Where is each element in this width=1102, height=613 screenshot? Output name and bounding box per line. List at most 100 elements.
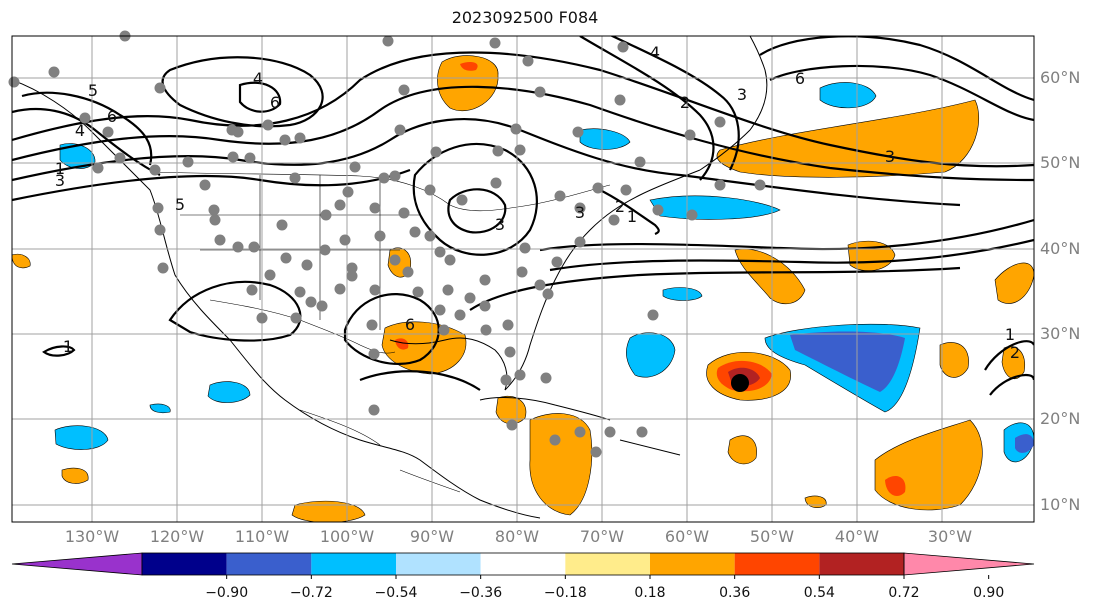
lon-label-60w: 60°W bbox=[665, 527, 709, 546]
station-dot bbox=[572, 126, 584, 138]
station-dot bbox=[617, 41, 629, 53]
colorbar-swatch bbox=[226, 553, 312, 575]
station-dot bbox=[182, 156, 194, 168]
contour-label: 3 bbox=[885, 147, 895, 166]
station-dot bbox=[514, 144, 526, 156]
station-dot bbox=[334, 199, 346, 211]
station-dot bbox=[409, 226, 421, 238]
station-dot bbox=[516, 266, 528, 278]
station-dot bbox=[412, 286, 424, 298]
station-dot bbox=[157, 262, 169, 274]
station-dot bbox=[492, 145, 504, 157]
storm-center-marker bbox=[731, 374, 749, 392]
station-dot bbox=[48, 66, 60, 78]
station-dot bbox=[636, 426, 648, 438]
station-dot bbox=[152, 202, 164, 214]
station-dot bbox=[574, 202, 586, 214]
contour-label: 3 bbox=[495, 215, 505, 234]
station-dot bbox=[208, 204, 220, 216]
station-dot bbox=[502, 319, 514, 331]
colorbar-swatch bbox=[819, 553, 904, 575]
colorbar: −0.90 −0.72 −0.54 −0.36 −0.18 0.18 0.36 0.54 0.7… bbox=[11, 552, 1035, 601]
colorbar-tick-label: 0.18 bbox=[634, 585, 665, 601]
station-dot bbox=[246, 284, 258, 296]
station-dot bbox=[402, 266, 414, 278]
station-dot bbox=[614, 94, 626, 106]
station-dot bbox=[608, 214, 620, 226]
station-dot bbox=[514, 369, 526, 381]
contour-label: 6 bbox=[270, 93, 280, 112]
station-dot bbox=[506, 419, 518, 431]
station-dot bbox=[339, 234, 351, 246]
map-title: 2023092500 F084 bbox=[451, 8, 599, 27]
station-dot bbox=[227, 151, 239, 163]
colorbar-tick-label: 0.90 bbox=[973, 585, 1004, 601]
contour-label: 4 bbox=[253, 69, 263, 88]
lat-label-20n: 20°N bbox=[1040, 409, 1080, 428]
station-dot bbox=[574, 236, 586, 248]
colorbar-swatch bbox=[480, 553, 566, 575]
station-dot bbox=[248, 241, 260, 253]
longitude-labels: 130°W 120°W 110°W 100°W 90°W 80°W 70°W 6… bbox=[65, 527, 972, 546]
lat-label-50n: 50°N bbox=[1040, 153, 1080, 172]
station-dot bbox=[424, 184, 436, 196]
station-dot bbox=[102, 126, 114, 138]
station-dot bbox=[590, 446, 602, 458]
station-dot bbox=[114, 152, 126, 164]
station-dot bbox=[334, 283, 346, 295]
station-dot bbox=[232, 241, 244, 253]
station-dot bbox=[79, 112, 91, 124]
lon-label-90w: 90°W bbox=[410, 527, 454, 546]
map-background bbox=[12, 36, 1034, 522]
colorbar-swatch bbox=[565, 553, 650, 575]
contour-label: 4 bbox=[75, 121, 85, 140]
station-dot bbox=[442, 284, 454, 296]
station-dot bbox=[209, 214, 221, 226]
map-frame bbox=[11, 35, 1035, 523]
lat-label-60n: 60°N bbox=[1040, 68, 1080, 87]
contour-label: 3 bbox=[55, 171, 65, 190]
station-dot bbox=[480, 324, 492, 336]
colorbar-extend-low bbox=[11, 552, 143, 576]
colorbar-swatch bbox=[396, 553, 481, 575]
colorbar-tick-label: 0.72 bbox=[888, 585, 919, 601]
colorbar-tick-label: −0.18 bbox=[544, 585, 587, 601]
station-dot bbox=[454, 309, 466, 321]
station-dot bbox=[522, 55, 534, 67]
station-dot bbox=[199, 179, 211, 191]
station-dot bbox=[434, 246, 446, 258]
contour-label: 1 bbox=[1005, 325, 1015, 344]
station-dot bbox=[368, 348, 380, 360]
lat-label-40n: 40°N bbox=[1040, 239, 1080, 258]
station-dot bbox=[574, 426, 586, 438]
station-dot bbox=[549, 434, 561, 446]
station-dot bbox=[647, 309, 659, 321]
colorbar-tick-label: −0.54 bbox=[375, 585, 418, 601]
colorbar-tick-label: 0.36 bbox=[719, 585, 750, 601]
station-dot bbox=[154, 224, 166, 236]
lon-label-40w: 40°W bbox=[835, 527, 879, 546]
station-dot bbox=[456, 194, 468, 206]
station-dot bbox=[554, 190, 566, 202]
station-dot bbox=[489, 37, 501, 49]
colorbar-swatch bbox=[311, 553, 396, 575]
lon-label-130w: 130°W bbox=[65, 527, 120, 546]
station-dot bbox=[369, 202, 381, 214]
contour-label: 3 bbox=[737, 85, 747, 104]
station-dot bbox=[504, 346, 516, 358]
colorbar-tick-label: −0.90 bbox=[205, 585, 248, 601]
colorbar-tick-label: −0.36 bbox=[459, 585, 502, 601]
station-dot bbox=[214, 234, 226, 246]
contour-label: 6 bbox=[405, 315, 415, 334]
station-dot bbox=[551, 256, 563, 268]
station-dot bbox=[279, 134, 291, 146]
station-dot bbox=[244, 152, 256, 164]
lon-label-50w: 50°W bbox=[750, 527, 794, 546]
station-dot bbox=[534, 279, 546, 291]
station-dot bbox=[604, 426, 616, 438]
station-dot bbox=[149, 164, 161, 176]
station-dot bbox=[592, 182, 604, 194]
lon-label-30w: 30°W bbox=[928, 527, 972, 546]
station-dot bbox=[500, 374, 512, 386]
lon-label-120w: 120°W bbox=[150, 527, 205, 546]
